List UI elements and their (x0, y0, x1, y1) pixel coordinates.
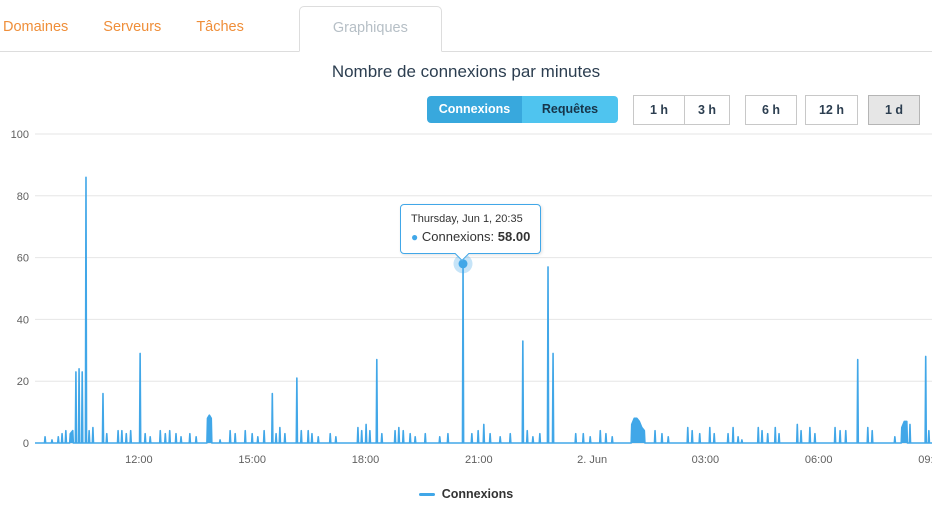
tooltip-value: 58.00 (497, 229, 531, 244)
x-axis-label: 09:00 (918, 454, 932, 466)
series-line (34, 176, 932, 444)
y-axis-label: 0 (23, 438, 29, 450)
range-button-bar: 1 h 3 h 6 h 12 h 1 d (633, 95, 920, 125)
x-axis-label: 2. Jun (577, 454, 607, 466)
highlight-marker[interactable] (458, 259, 468, 269)
toggle-connexions-button[interactable]: Connexions (427, 96, 522, 123)
x-axis-label: 03:00 (692, 454, 720, 466)
y-axis-label: 60 (17, 253, 29, 265)
x-axis-label: 06:00 (805, 454, 833, 466)
x-axis-label: 21:00 (465, 454, 493, 466)
legend-item-connexions[interactable]: Connexions (418, 487, 514, 501)
tab-serveurs[interactable]: Serveurs (103, 19, 162, 35)
range-1d-button[interactable]: 1 d (868, 95, 920, 125)
range-6h-button[interactable]: 6 h (745, 95, 797, 125)
legend-line-icon (418, 492, 435, 496)
legend-label: Connexions (441, 487, 514, 501)
y-axis-label: 20 (17, 376, 29, 388)
tab-taches[interactable]: Tâches (196, 19, 244, 35)
chart-title: Nombre de connexions par minutes (331, 62, 601, 81)
y-axis-label: 40 (17, 314, 29, 326)
range-3h-button[interactable]: 3 h (684, 95, 730, 125)
y-axis-label: 100 (11, 129, 29, 141)
tab-bar: Domaines Serveurs Tâches Graphiques (0, 0, 932, 52)
tooltip-series-label: Connexions: (421, 229, 495, 244)
chart-tooltip: Thursday, Jun 1, 20:35 ● Connexions: 58.… (400, 204, 542, 261)
chart-legend: Connexions (0, 487, 932, 501)
x-axis-label: 12:00 (125, 454, 153, 466)
y-axis-label: 80 (17, 191, 29, 203)
range-12h-button[interactable]: 12 h (805, 95, 858, 125)
series-bullet-icon: ● (411, 230, 419, 244)
toggle-requetes-button[interactable]: Requêtes (522, 96, 618, 123)
range-1h-button[interactable]: 1 h (633, 95, 685, 125)
x-axis-label: 15:00 (238, 454, 266, 466)
tab-graphiques[interactable]: Graphiques (298, 6, 442, 52)
tooltip-date: Thursday, Jun 1, 20:35 (411, 213, 523, 225)
x-axis-label: 18:00 (352, 454, 380, 466)
tooltip-value-line: ● Connexions: 58.00 (411, 227, 530, 247)
tab-domaines[interactable]: Domaines (3, 19, 69, 35)
series-toggle: Connexions Requêtes (427, 96, 618, 123)
